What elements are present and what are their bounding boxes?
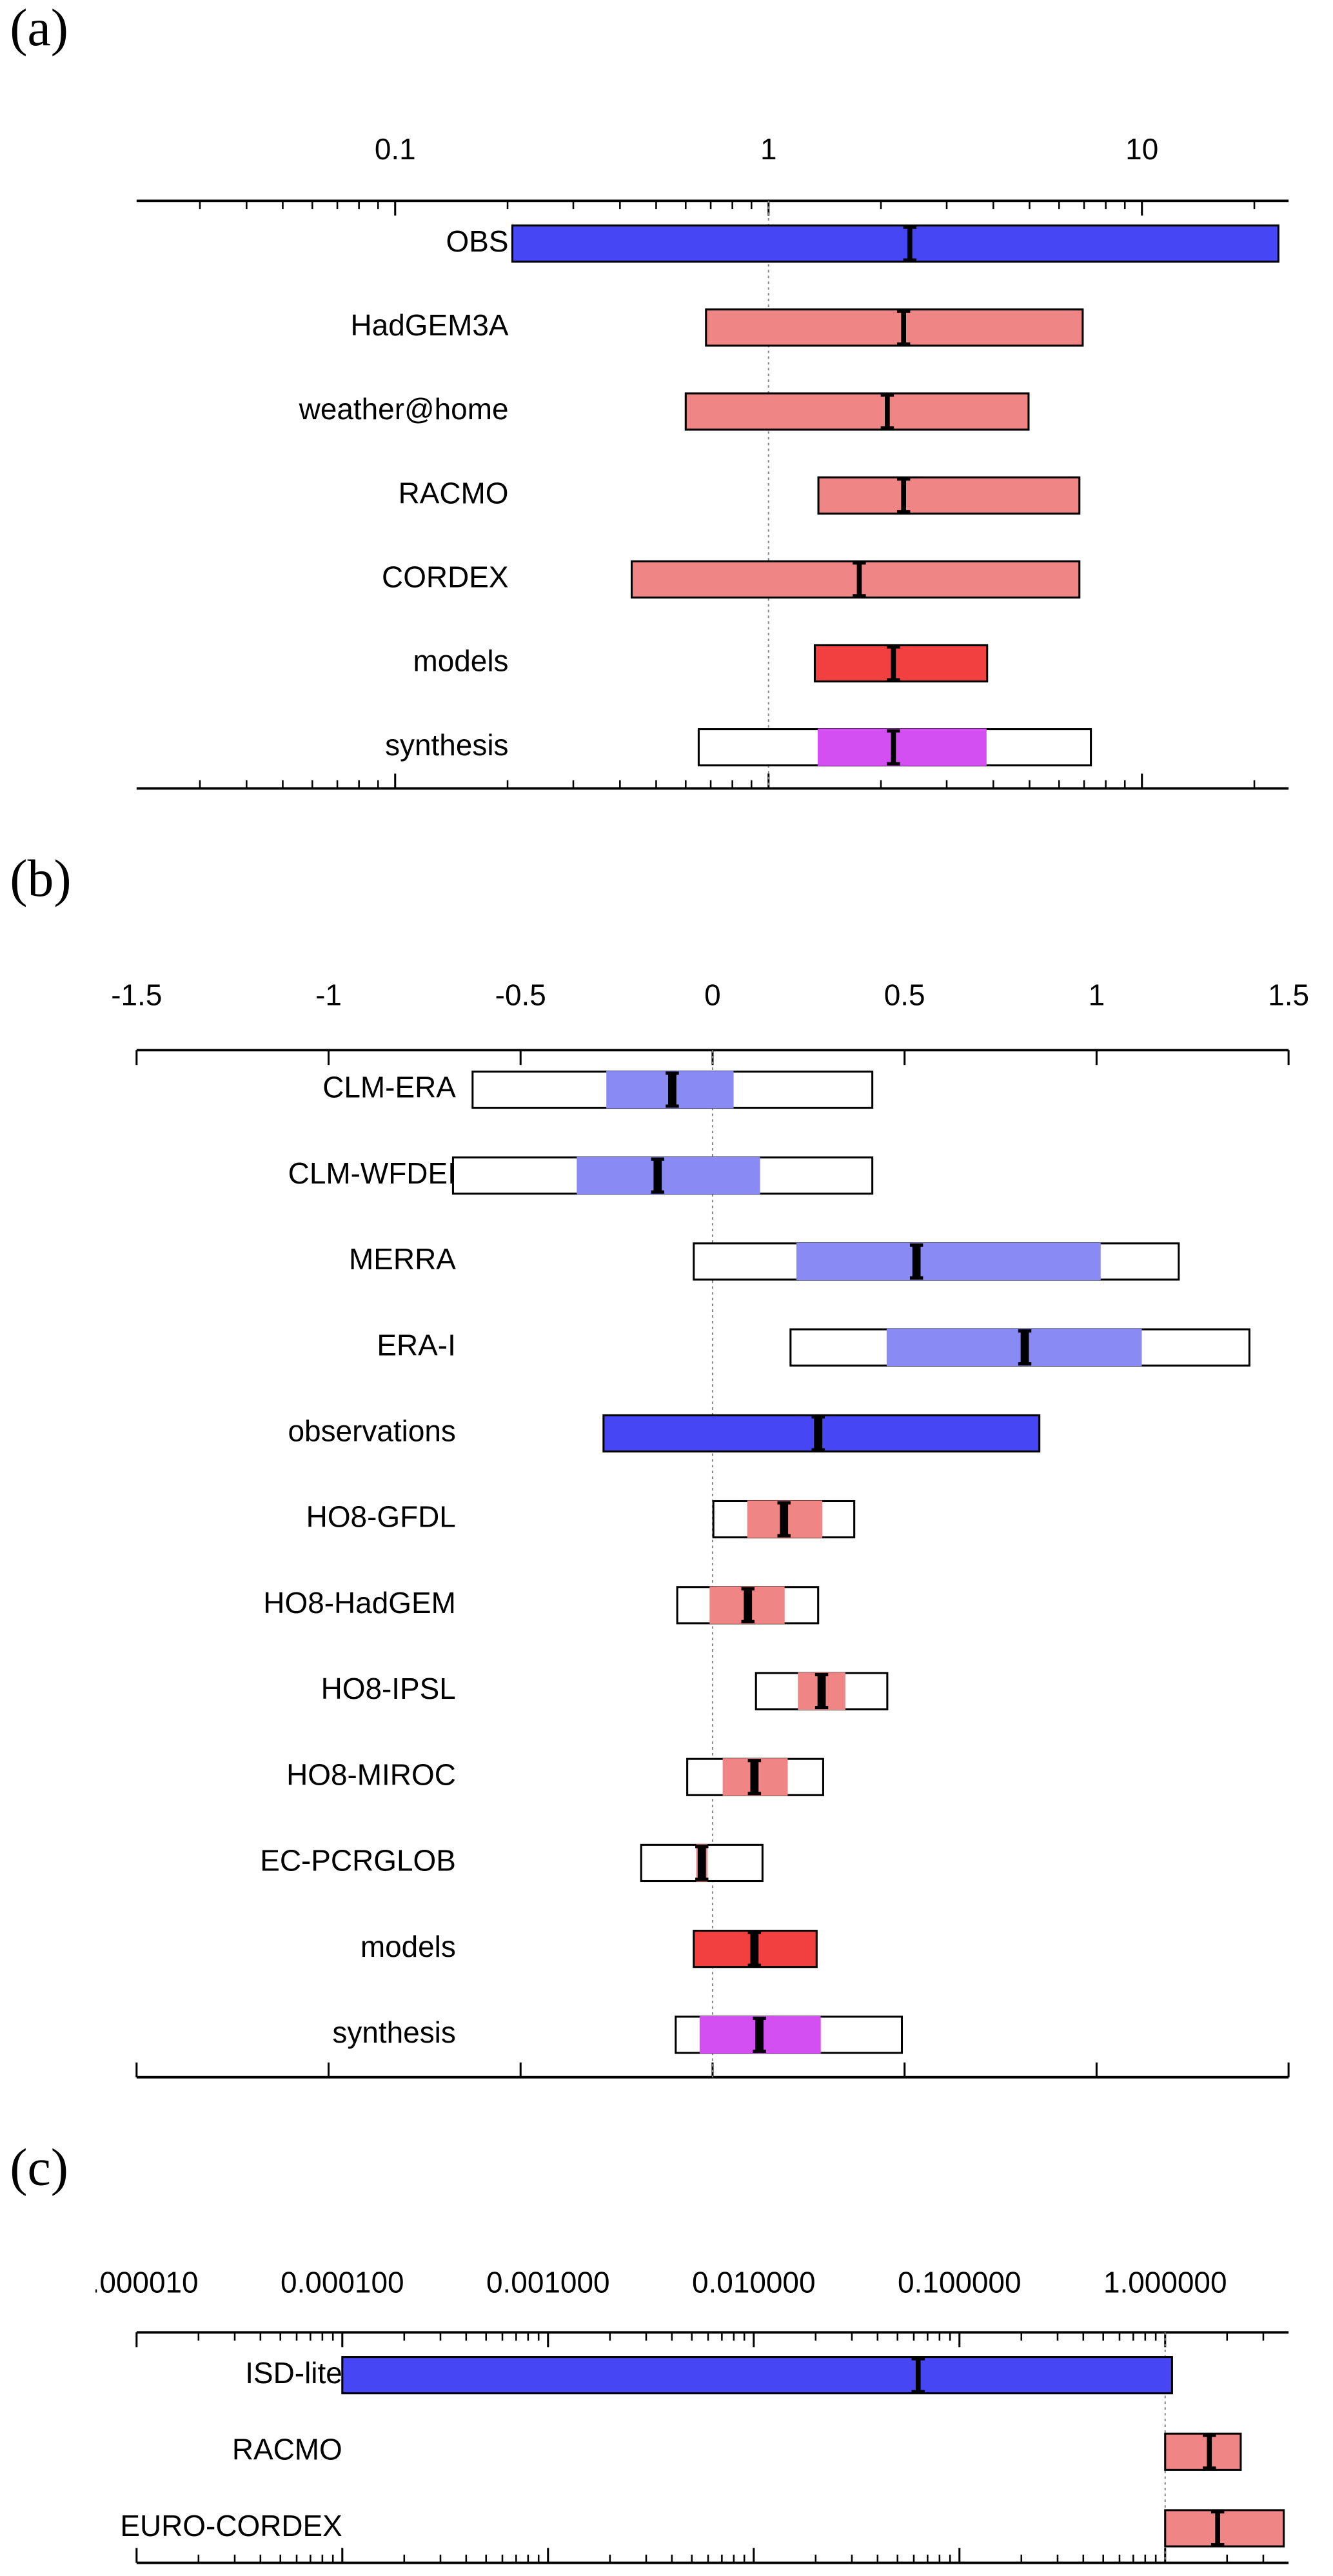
- row-label: HO8-GFDL: [306, 1500, 456, 1534]
- x-tick-label: 1: [1089, 978, 1105, 1012]
- x-tick-label: 0.001000: [486, 2265, 610, 2299]
- row-label: weather@home: [299, 392, 509, 426]
- row-label: models: [360, 1930, 456, 1963]
- row-label: synthesis: [385, 728, 508, 762]
- row-label: ERA-I: [377, 1328, 455, 1362]
- row-label: CLM-ERA: [322, 1071, 456, 1104]
- interval-bar: [684, 392, 1030, 431]
- x-tick-label: 0.000010: [75, 2265, 199, 2299]
- interval-bar: [705, 308, 1084, 347]
- row-label: observations: [288, 1414, 455, 1447]
- x-tick-label: 0: [704, 978, 721, 1012]
- row-label: CLM-WFDEI: [288, 1156, 456, 1190]
- interval-bar: [818, 728, 987, 766]
- x-tick-label: 0.010000: [692, 2265, 816, 2299]
- interval-bar: [1164, 2509, 1285, 2548]
- x-tick-label: -0.5: [495, 978, 546, 1012]
- interval-bar: [1164, 2432, 1242, 2471]
- row-label: HO8-IPSL: [321, 1672, 456, 1705]
- row-label: ISD-lite: [245, 2356, 342, 2390]
- row-label: EURO-CORDEX: [120, 2509, 342, 2542]
- interval-bar: [630, 560, 1081, 599]
- row-label: models: [413, 644, 508, 678]
- interval-bar: [577, 1156, 760, 1194]
- panel: -1.5 -1 -0.5 0 0.5 1 1.5 CLM-ERA CLM-WFDEI MERRA E…: [111, 978, 1309, 2079]
- x-tick-label: 0.1: [375, 132, 416, 166]
- row-label: HO8-HadGEM: [263, 1586, 456, 1620]
- interval-bar: [796, 1242, 1101, 1281]
- row-label: MERRA: [349, 1242, 456, 1276]
- interval-bar: [341, 2356, 1173, 2395]
- x-tick-label: 1: [760, 132, 777, 166]
- x-tick-label: 0.100000: [898, 2265, 1022, 2299]
- x-tick-label: -1: [315, 978, 342, 1012]
- x-tick-label: 0.5: [884, 978, 925, 1012]
- panel: 0.1 1 10 OBS HadGEM3A weather@home RACMO CORDEX…: [136, 132, 1289, 790]
- row-label: HO8-MIROC: [286, 1758, 456, 1791]
- x-tick-label: 0.000100: [281, 2265, 404, 2299]
- panel-label: (a): [10, 0, 68, 57]
- row-label: OBS: [446, 224, 509, 258]
- interval-bar: [886, 1329, 1142, 1367]
- panel: 0.000010 0.000100 0.001000 0.010000 0.100000…: [75, 2265, 1289, 2564]
- row-label: CORDEX: [382, 560, 508, 593]
- row-label: RACMO: [399, 476, 509, 510]
- row-label: EC-PCRGLOB: [260, 1844, 456, 1878]
- panel-label: (c): [10, 2137, 68, 2196]
- interval-bar: [817, 476, 1081, 515]
- x-tick-label: -1.5: [111, 978, 162, 1012]
- panel-label: (b): [10, 849, 71, 907]
- x-tick-label: 1.5: [1268, 978, 1309, 1012]
- row-label: RACMO: [232, 2432, 342, 2466]
- interval-bar: [511, 224, 1279, 263]
- x-tick-label: 1.000000: [1103, 2265, 1227, 2299]
- interval-bar: [813, 644, 989, 683]
- row-label: HadGEM3A: [351, 308, 509, 342]
- row-label: synthesis: [332, 2016, 455, 2049]
- x-tick-label: 10: [1125, 132, 1158, 166]
